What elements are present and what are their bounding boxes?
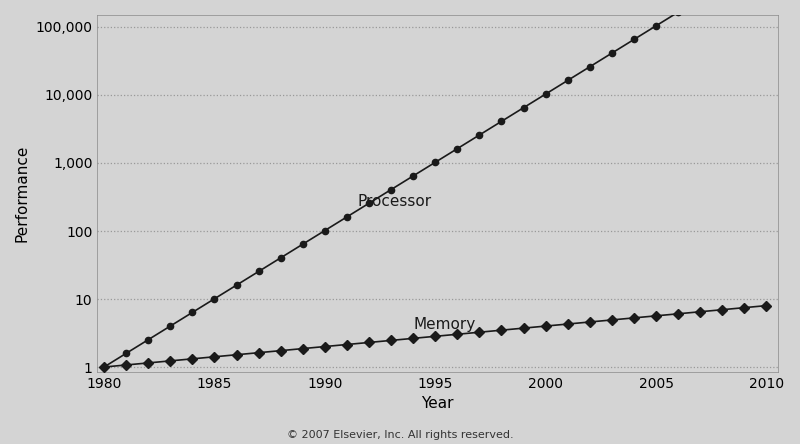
Y-axis label: Performance: Performance (15, 145, 30, 242)
Text: © 2007 Elsevier, Inc. All rights reserved.: © 2007 Elsevier, Inc. All rights reserve… (286, 429, 514, 440)
Text: Processor: Processor (358, 194, 432, 210)
Text: Memory: Memory (413, 317, 475, 332)
X-axis label: Year: Year (422, 396, 454, 411)
